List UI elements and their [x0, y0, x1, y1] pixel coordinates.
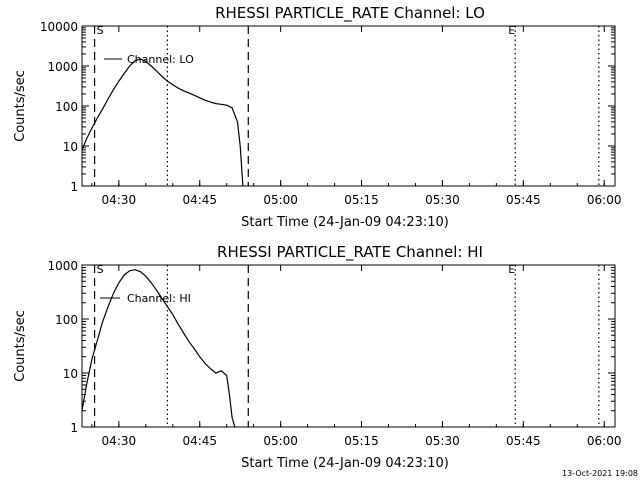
x-axis-lo: 04:30 04:45 05:00 05:15 05:30 05:45 06:00 [91, 26, 622, 207]
y-tick-label: 100 [55, 313, 78, 327]
x-tick-label: 05:45 [506, 193, 541, 207]
y-axis-label-lo: Counts/sec [13, 70, 28, 142]
x-axis-label-lo: Start Time (24-Jan-09 04:23:10) [241, 215, 449, 230]
y-tick-label: 1 [70, 421, 78, 435]
plot-frame-hi [81, 264, 616, 428]
legend-label-hi: Channel: HI [127, 292, 191, 305]
y-tick-label: 1 [70, 180, 78, 194]
x-tick-label: 05:30 [425, 434, 460, 448]
x-tick-label: 05:15 [344, 193, 379, 207]
start-marker-hi: S [97, 263, 104, 276]
y-tick-label: 10000 [40, 20, 78, 34]
x-tick-label: 06:00 [587, 193, 622, 207]
x-tick-label: 04:45 [182, 434, 217, 448]
start-marker-lo: S [97, 24, 104, 37]
vlines-hi [93, 265, 600, 427]
y-axis-label-hi: Counts/sec [13, 310, 28, 382]
y-tick-label: 10 [63, 140, 78, 154]
x-tick-label: 05:00 [263, 193, 298, 207]
y-tick-label: 100 [55, 100, 78, 114]
y-axis-hi: 1 10 100 1000 [47, 259, 615, 435]
x-tick-label: 04:30 [102, 434, 137, 448]
series-line-hi [81, 269, 236, 428]
x-tick-label: 04:30 [102, 193, 137, 207]
y-axis-lo: 1 10 100 1000 10000 [40, 20, 615, 194]
x-tick-label: 04:45 [182, 193, 217, 207]
x-tick-label: 05:45 [506, 434, 541, 448]
footer-timestamp: 13-Oct-2021 19:08 [562, 469, 638, 478]
y-tick-label: 10 [63, 367, 78, 381]
legend-label-lo: Channel: LO [127, 53, 194, 66]
chart-title-hi: RHESSI PARTICLE_RATE Channel: HI [217, 243, 483, 262]
x-tick-label: 05:15 [344, 434, 379, 448]
x-tick-label: 05:00 [263, 434, 298, 448]
x-axis-hi: 04:30 04:45 05:00 05:15 05:30 05:45 06:00 [91, 265, 622, 448]
x-tick-label: 05:30 [425, 193, 460, 207]
end-marker-lo: E [508, 24, 515, 37]
x-tick-label: 06:00 [587, 434, 622, 448]
y-tick-label: 1000 [47, 259, 78, 273]
y-tick-label: 1000 [47, 60, 78, 74]
plot-frame-lo [81, 25, 616, 187]
chart-title-lo: RHESSI PARTICLE_RATE Channel: LO [215, 4, 485, 23]
panel-hi: RHESSI PARTICLE_RATE Channel: HI 04:30 04… [13, 243, 622, 471]
panel-lo: RHESSI PARTICLE_RATE Channel: LO 04:30 04… [13, 4, 622, 230]
end-marker-hi: E [508, 263, 515, 276]
vlines-lo [93, 26, 600, 186]
series-line-lo [81, 58, 244, 187]
x-axis-label-hi: Start Time (24-Jan-09 04:23:10) [241, 456, 449, 471]
